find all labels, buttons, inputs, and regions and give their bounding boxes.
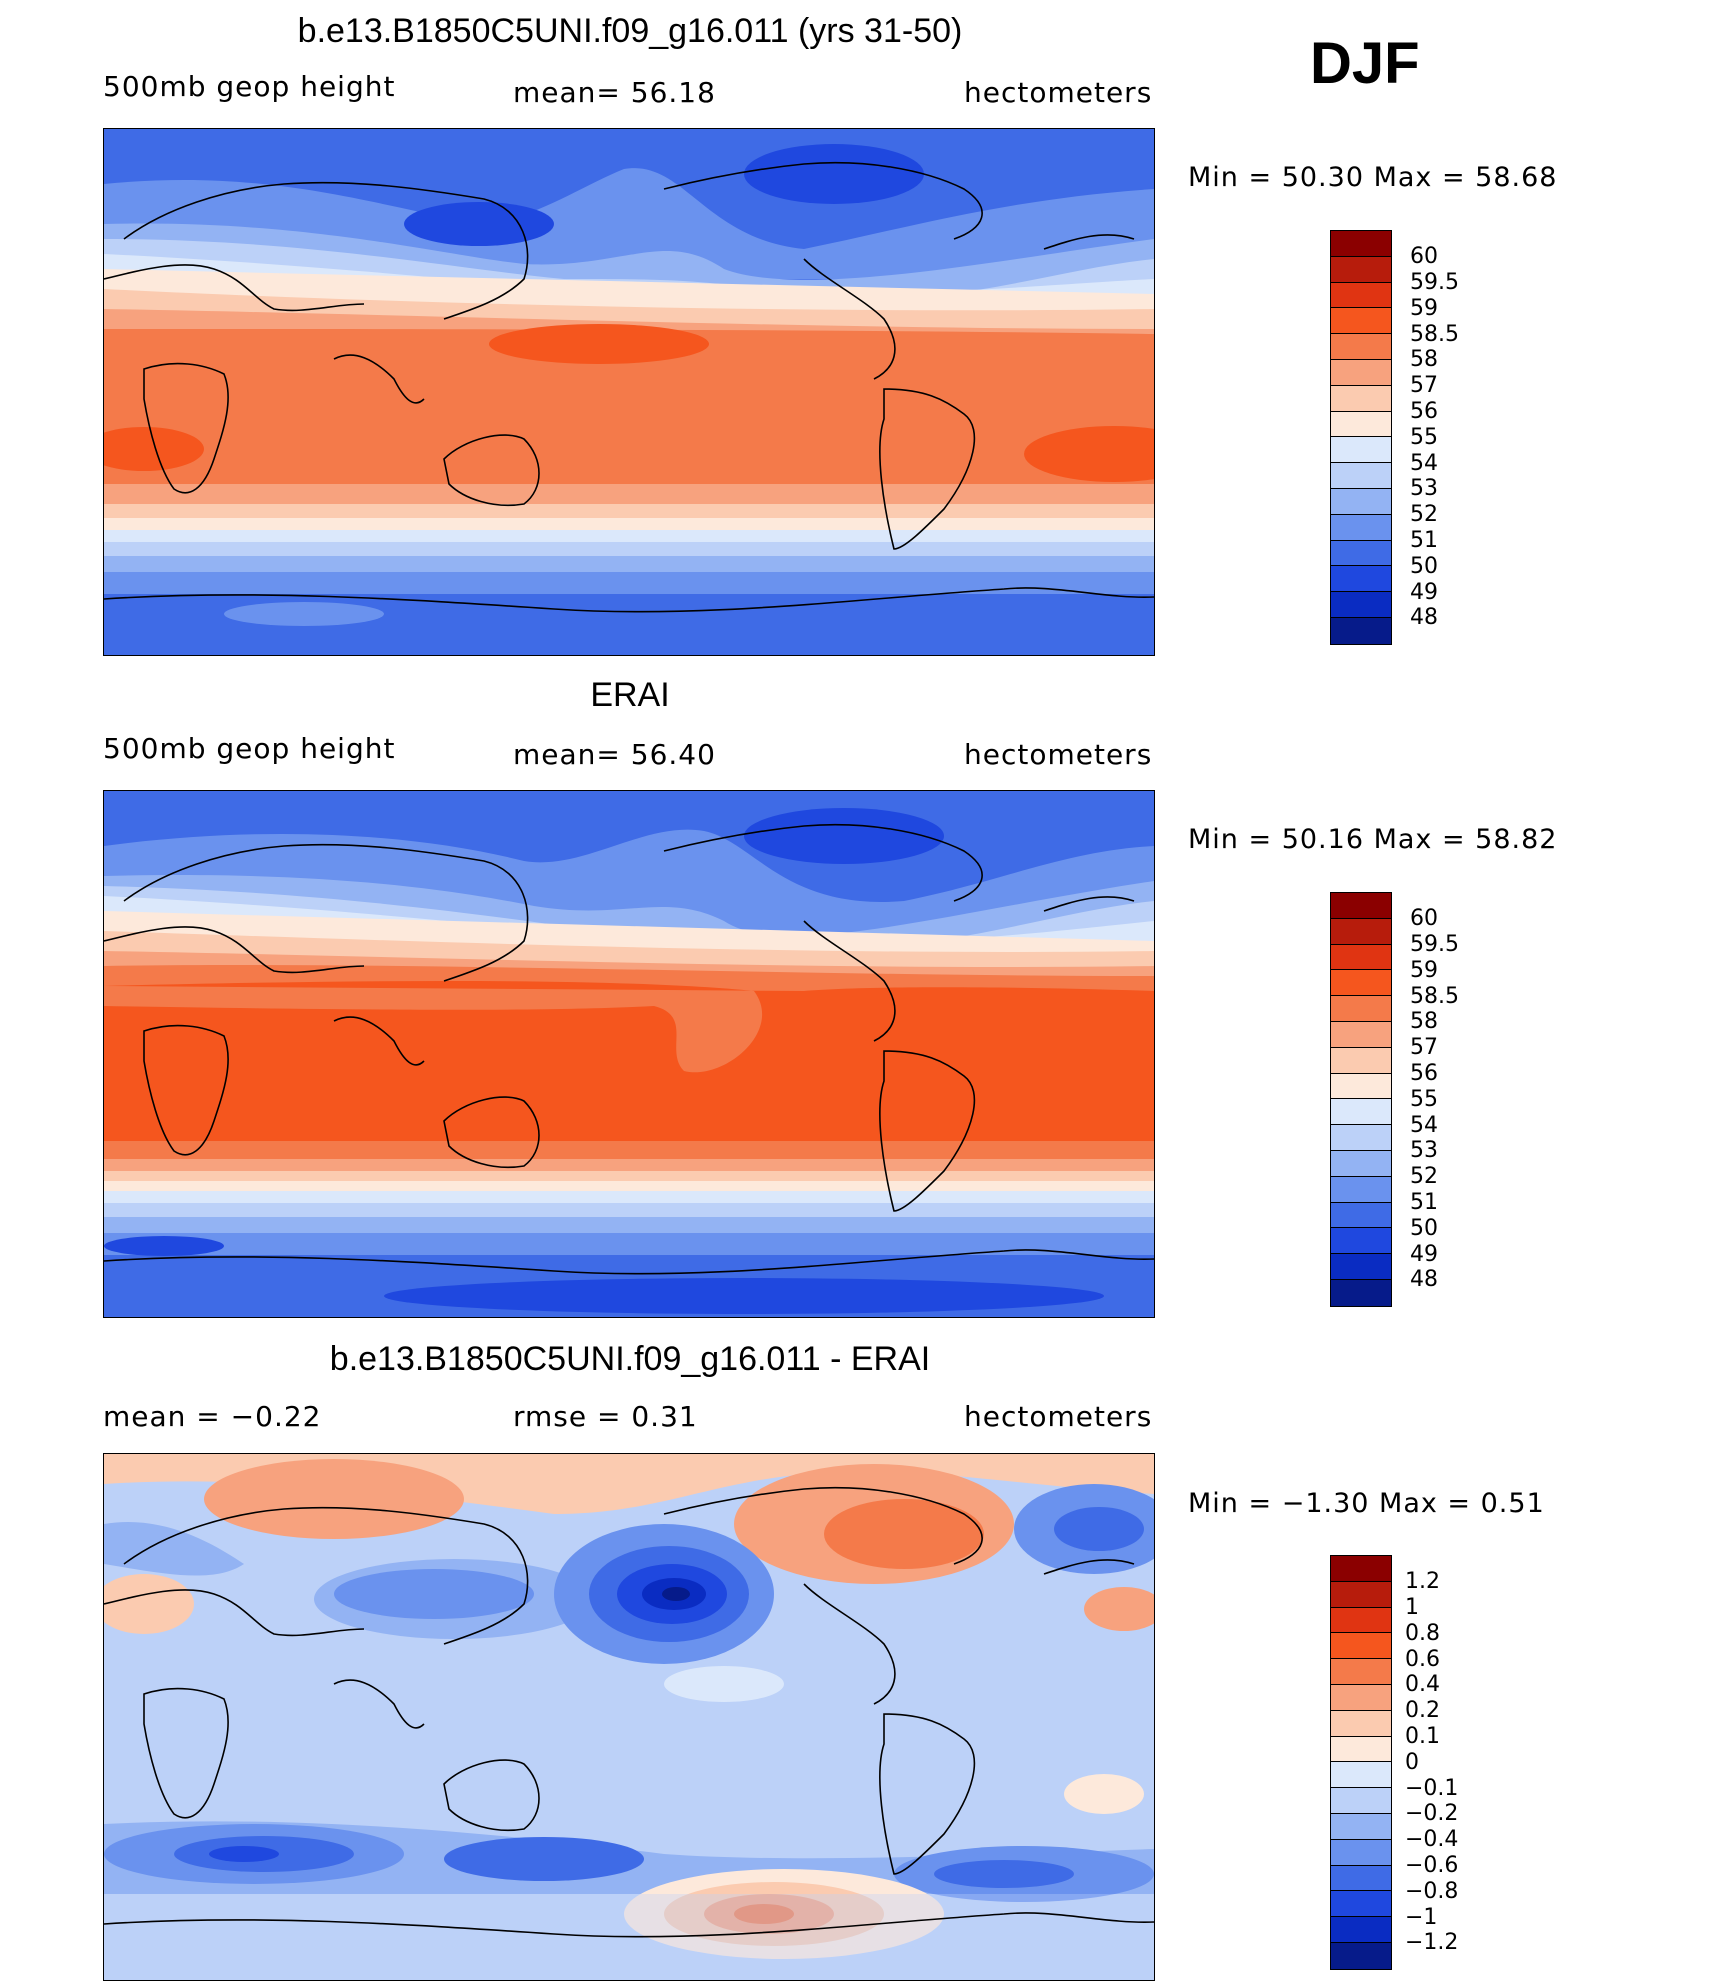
cbar3-label: 1.2: [1405, 1569, 1440, 1594]
cbar1-label: 56: [1410, 399, 1438, 424]
panel-1-colorbar: [1330, 230, 1392, 645]
panel-2-units-label: hectometers: [964, 738, 1153, 771]
panel-2-title: ERAI: [590, 676, 670, 714]
cbar1-label: 58.5: [1410, 322, 1459, 347]
cbar3-label: −0.6: [1405, 1853, 1459, 1878]
panel-3-min-max: Min = −1.30 Max = 0.51: [1188, 1488, 1545, 1519]
panel-1-title: b.e13.B1850C5UNI.f09_g16.011 (yrs 31-50): [297, 12, 963, 50]
cbar1-label: 49: [1410, 580, 1438, 605]
panel-2-colorbar: [1330, 892, 1392, 1307]
cbar2-label: 58: [1410, 1009, 1438, 1034]
panel-2-min-max: Min = 50.16 Max = 58.82: [1188, 824, 1558, 855]
cbar3-label: −1.2: [1405, 1930, 1459, 1955]
cbar2-label: 56: [1410, 1061, 1438, 1086]
season-label: DJF: [1310, 31, 1420, 96]
cbar2-label: 49: [1410, 1242, 1438, 1267]
cbar2-label: 53: [1410, 1138, 1438, 1163]
cbar1-label: 60: [1410, 244, 1438, 269]
panel-3-map: [103, 1453, 1155, 1981]
panel-3-rmse-label: rmse = 0.31: [513, 1400, 698, 1433]
cbar2-label: 51: [1410, 1190, 1438, 1215]
cbar3-label: −0.2: [1405, 1801, 1459, 1826]
cbar3-label: 1: [1405, 1595, 1419, 1620]
cbar1-label: 51: [1410, 528, 1438, 553]
panel-1-units-label: hectometers: [964, 76, 1153, 109]
cbar3-label: −0.4: [1405, 1827, 1459, 1852]
panel-1-field-label: 500mb geop height: [103, 70, 396, 103]
cbar3-label: −0.1: [1405, 1776, 1459, 1801]
panel-3-mean-label: mean = −0.22: [103, 1400, 322, 1433]
cbar3-label: 0.2: [1405, 1698, 1440, 1723]
cbar1-label: 54: [1410, 451, 1438, 476]
cbar2-label: 57: [1410, 1035, 1438, 1060]
cbar3-label: 0.6: [1405, 1647, 1440, 1672]
cbar1-label: 48: [1410, 605, 1438, 630]
cbar3-label: −1: [1405, 1905, 1438, 1930]
cbar2-label: 59: [1410, 958, 1438, 983]
panel-1-map: [103, 128, 1155, 656]
cbar3-label: −0.8: [1405, 1879, 1459, 1904]
cbar2-label: 48: [1410, 1267, 1438, 1292]
cbar1-label: 55: [1410, 425, 1438, 450]
cbar2-label: 52: [1410, 1164, 1438, 1189]
cbar2-label: 58.5: [1410, 984, 1459, 1009]
panel-2-mean-label: mean= 56.40: [513, 738, 716, 771]
panel-3-units-label: hectometers: [964, 1400, 1153, 1433]
cbar3-label: 0: [1405, 1750, 1419, 1775]
cbar2-label: 60: [1410, 906, 1438, 931]
cbar1-label: 59.5: [1410, 270, 1459, 295]
cbar2-label: 59.5: [1410, 932, 1459, 957]
cbar3-label: 0.1: [1405, 1724, 1440, 1749]
cbar1-label: 52: [1410, 502, 1438, 527]
panel-1-min-max: Min = 50.30 Max = 58.68: [1188, 162, 1558, 193]
cbar2-label: 50: [1410, 1216, 1438, 1241]
panel-3-title: b.e13.B1850C5UNI.f09_g16.011 - ERAI: [329, 1340, 931, 1378]
cbar3-label: 0.4: [1405, 1672, 1440, 1697]
cbar1-label: 53: [1410, 476, 1438, 501]
cbar1-label: 58: [1410, 347, 1438, 372]
cbar2-label: 54: [1410, 1113, 1438, 1138]
cbar1-label: 57: [1410, 373, 1438, 398]
cbar2-label: 55: [1410, 1087, 1438, 1112]
cbar1-label: 50: [1410, 554, 1438, 579]
panel-2-map: [103, 790, 1155, 1318]
panel-2-field-label: 500mb geop height: [103, 732, 396, 765]
cbar3-label: 0.8: [1405, 1621, 1440, 1646]
cbar1-label: 59: [1410, 296, 1438, 321]
panel-1-mean-label: mean= 56.18: [513, 76, 716, 109]
panel-3-colorbar: [1330, 1555, 1392, 1970]
